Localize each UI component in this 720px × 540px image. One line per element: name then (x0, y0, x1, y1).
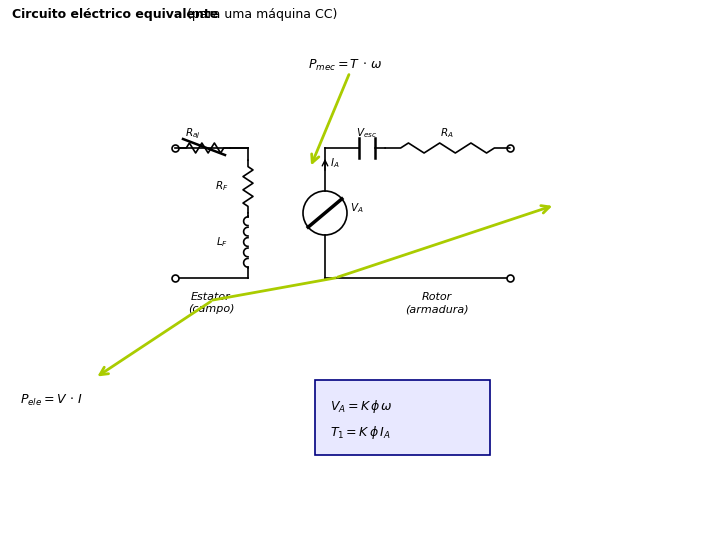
Text: $P_{mec} = T\,\cdot\,\omega$: $P_{mec} = T\,\cdot\,\omega$ (308, 58, 382, 73)
Text: Circuito eléctrico equivalente: Circuito eléctrico equivalente (12, 8, 218, 21)
Text: (campo): (campo) (188, 304, 234, 314)
Text: $R_F$: $R_F$ (215, 179, 228, 193)
Text: $R_{aj}$: $R_{aj}$ (185, 126, 201, 141)
Text: $V_{esc}$: $V_{esc}$ (356, 126, 377, 140)
Text: $V_A$: $V_A$ (350, 201, 364, 215)
Text: $I_A$: $I_A$ (330, 156, 340, 170)
Text: (armadura): (armadura) (405, 304, 469, 314)
Text: $P_{ele} = V\,\cdot\,I$: $P_{ele} = V\,\cdot\,I$ (20, 393, 84, 408)
Bar (315, 380, 490, 455)
Text: $V_A = K\,\phi\,\omega$: $V_A = K\,\phi\,\omega$ (330, 398, 392, 415)
Text: $L_F$: $L_F$ (216, 235, 228, 249)
Text: Rotor: Rotor (422, 292, 452, 302)
Text: $T_1 = K\,\phi\,I_A$: $T_1 = K\,\phi\,I_A$ (330, 424, 390, 441)
Text: (para uma máquina CC): (para uma máquina CC) (183, 8, 338, 21)
Text: Estator: Estator (191, 292, 231, 302)
Text: $R_A$: $R_A$ (440, 126, 454, 140)
